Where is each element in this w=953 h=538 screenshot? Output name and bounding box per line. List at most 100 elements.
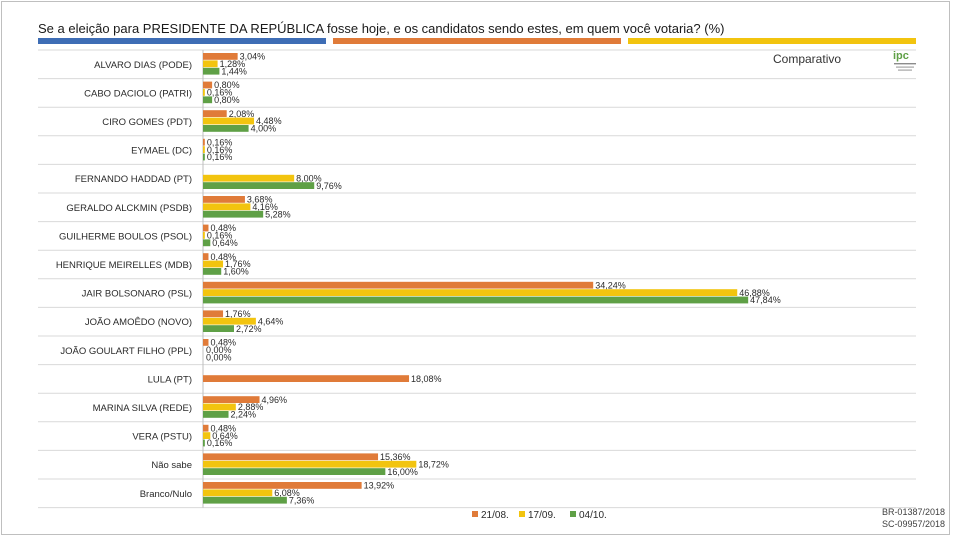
data-label-17-09-nao-sabe: 18,72%	[418, 459, 449, 469]
bar-04-10-alvaro-dias-pode	[203, 67, 220, 75]
legend-swatch-21-08	[472, 511, 478, 517]
data-label-21-08-vera-pstu: 0,48%	[210, 423, 236, 433]
data-label-21-08-guilherme-boulos-psol: 0,48%	[210, 223, 236, 233]
bar-21-08-alvaro-dias-pode	[203, 53, 238, 60]
bar-21-08-eymael-dc	[203, 138, 205, 146]
data-label-17-09-marina-silva-rede: 2,88%	[238, 402, 264, 412]
data-label-21-08-cabo-daciolo-patri: 0,80%	[214, 80, 240, 90]
bar-21-08-henrique-meirelles-mdb	[203, 253, 209, 260]
bar-21-08-nao-sabe	[203, 453, 379, 461]
bar-17-09-jair-bolsonaro-psl	[203, 289, 738, 296]
category-label-nao-sabe: Não sabe	[151, 460, 192, 471]
bar-21-08-marina-silva-rede	[203, 396, 260, 403]
data-label-17-09-fernando-haddad-pt: 8,00%	[296, 173, 322, 183]
data-label-17-09-branco-nulo: 6,08%	[274, 488, 300, 498]
bar-17-09-vera-pstu	[203, 432, 211, 439]
category-label-fernando-haddad-pt: FERNANDO HADDAD (PT)	[75, 174, 192, 185]
bar-17-09-branco-nulo	[203, 489, 273, 497]
category-label-ciro-gomes-pdt: CIRO GOMES (PDT)	[102, 117, 192, 128]
data-label-21-08-joao-goulart-filho-ppl: 0,48%	[210, 338, 236, 348]
category-label-vera-pstu: VERA (PSTU)	[132, 432, 192, 443]
ipc-logo-icon: ipc	[893, 50, 916, 71]
data-label-04-10-geraldo-alckmin-psdb: 5,28%	[265, 209, 291, 219]
data-label-04-10-nao-sabe: 16,00%	[387, 467, 418, 477]
legend-label-17-09: 17/09.	[528, 510, 556, 521]
legend-swatch-17-09	[519, 511, 525, 517]
data-label-17-09-geraldo-alckmin-psdb: 4,16%	[252, 202, 278, 212]
data-label-17-09-ciro-gomes-pdt: 4,48%	[256, 116, 282, 126]
data-label-04-10-marina-silva-rede: 2,24%	[231, 410, 257, 420]
title-stripe-blue	[38, 38, 326, 44]
data-label-21-08-jair-bolsonaro-psl: 34,24%	[595, 280, 626, 290]
source-line-2: SC-09957/2018	[881, 519, 945, 529]
data-label-04-10-jair-bolsonaro-psl: 47,84%	[750, 295, 781, 305]
bar-17-09-alvaro-dias-pode	[203, 60, 218, 68]
bar-17-09-geraldo-alckmin-psdb	[203, 203, 251, 211]
data-label-21-08-alvaro-dias-pode: 3,04%	[240, 52, 266, 62]
bar-17-09-joao-amoedo-novo	[203, 317, 256, 325]
data-label-17-09-henrique-meirelles-mdb: 1,76%	[225, 259, 251, 269]
source-line-1: BR-01387/2018	[881, 507, 945, 517]
bar-04-10-branco-nulo	[203, 496, 287, 504]
bar-17-09-henrique-meirelles-mdb	[203, 260, 224, 268]
data-label-04-10-henrique-meirelles-mdb: 1,60%	[223, 267, 249, 277]
bar-17-09-nao-sabe	[203, 460, 417, 468]
data-label-17-09-alvaro-dias-pode: 1,28%	[220, 59, 246, 69]
category-label-lula-pt: LULA (PT)	[148, 374, 192, 385]
bar-21-08-vera-pstu	[203, 424, 209, 432]
category-label-branco-nulo: Branco/Nulo	[140, 489, 192, 500]
category-label-joao-amoedo-novo: JOÃO AMOÊDO (NOVO)	[85, 317, 192, 328]
data-label-21-08-geraldo-alckmin-psdb: 3,68%	[247, 195, 273, 205]
bar-17-09-fernando-haddad-pt	[203, 174, 295, 182]
data-label-17-09-joao-amoedo-novo: 4,64%	[258, 316, 284, 326]
data-label-04-10-cabo-daciolo-patri: 0,80%	[214, 95, 240, 105]
bar-04-10-geraldo-alckmin-psdb	[203, 210, 264, 218]
logo-text: ipc	[893, 50, 909, 62]
category-label-joao-goulart-filho-ppl: JOÃO GOULART FILHO (PPL)	[60, 346, 192, 357]
title-stripe-orange	[333, 38, 621, 44]
data-label-04-10-joao-goulart-filho-ppl: 0,00%	[206, 352, 232, 362]
category-label-eymael-dc: EYMAEL (DC)	[131, 146, 192, 157]
chart-subtitle: Comparativo	[773, 52, 842, 66]
bar-04-10-cabo-daciolo-patri	[203, 96, 213, 104]
bar-21-08-cabo-daciolo-patri	[203, 81, 213, 89]
bar-04-10-fernando-haddad-pt	[203, 182, 315, 189]
bar-21-08-ciro-gomes-pdt	[203, 110, 227, 117]
data-label-17-09-vera-pstu: 0,64%	[212, 431, 238, 441]
data-label-04-10-vera-pstu: 0,16%	[207, 438, 233, 448]
category-label-cabo-daciolo-patri: CABO DACIOLO (PATRI)	[84, 88, 192, 99]
bar-21-08-jair-bolsonaro-psl	[203, 281, 594, 289]
data-label-21-08-lula-pt: 18,08%	[411, 374, 442, 384]
category-label-marina-silva-rede: MARINA SILVA (REDE)	[93, 403, 192, 414]
data-label-04-10-joao-amoedo-novo: 2,72%	[236, 324, 262, 334]
data-label-17-09-eymael-dc: 0,16%	[207, 145, 233, 155]
bar-17-09-eymael-dc	[203, 146, 205, 153]
bar-21-08-lula-pt	[203, 375, 410, 382]
bar-04-10-joao-amoedo-novo	[203, 325, 234, 332]
bar-17-09-marina-silva-rede	[203, 403, 236, 411]
bar-04-10-guilherme-boulos-psol	[203, 239, 211, 247]
bar-04-10-vera-pstu	[203, 439, 205, 447]
data-label-04-10-eymael-dc: 0,16%	[207, 152, 233, 162]
data-label-21-08-nao-sabe: 15,36%	[380, 452, 411, 462]
category-label-jair-bolsonaro-psl: JAIR BOLSONARO (PSL)	[82, 289, 192, 300]
bar-04-10-eymael-dc	[203, 153, 205, 161]
data-label-04-10-ciro-gomes-pdt: 4,00%	[251, 124, 277, 134]
legend-label-04-10: 04/10.	[579, 510, 607, 521]
data-label-21-08-henrique-meirelles-mdb: 0,48%	[210, 252, 236, 262]
bar-21-08-joao-goulart-filho-ppl	[203, 339, 209, 346]
data-label-21-08-branco-nulo: 13,92%	[364, 481, 395, 491]
bar-04-10-jair-bolsonaro-psl	[203, 296, 749, 304]
bar-21-08-guilherme-boulos-psol	[203, 224, 209, 232]
category-label-geraldo-alckmin-psdb: GERALDO ALCKMIN (PSDB)	[66, 203, 192, 214]
bar-17-09-guilherme-boulos-psol	[203, 232, 205, 239]
bar-21-08-branco-nulo	[203, 482, 362, 489]
data-label-17-09-guilherme-boulos-psol: 0,16%	[207, 231, 233, 241]
legend-swatch-04-10	[570, 511, 576, 517]
bar-21-08-joao-amoedo-novo	[203, 310, 224, 318]
data-label-04-10-fernando-haddad-pt: 9,76%	[316, 181, 342, 191]
data-label-21-08-marina-silva-rede: 4,96%	[262, 395, 288, 405]
title-stripe-yellow	[628, 38, 916, 44]
